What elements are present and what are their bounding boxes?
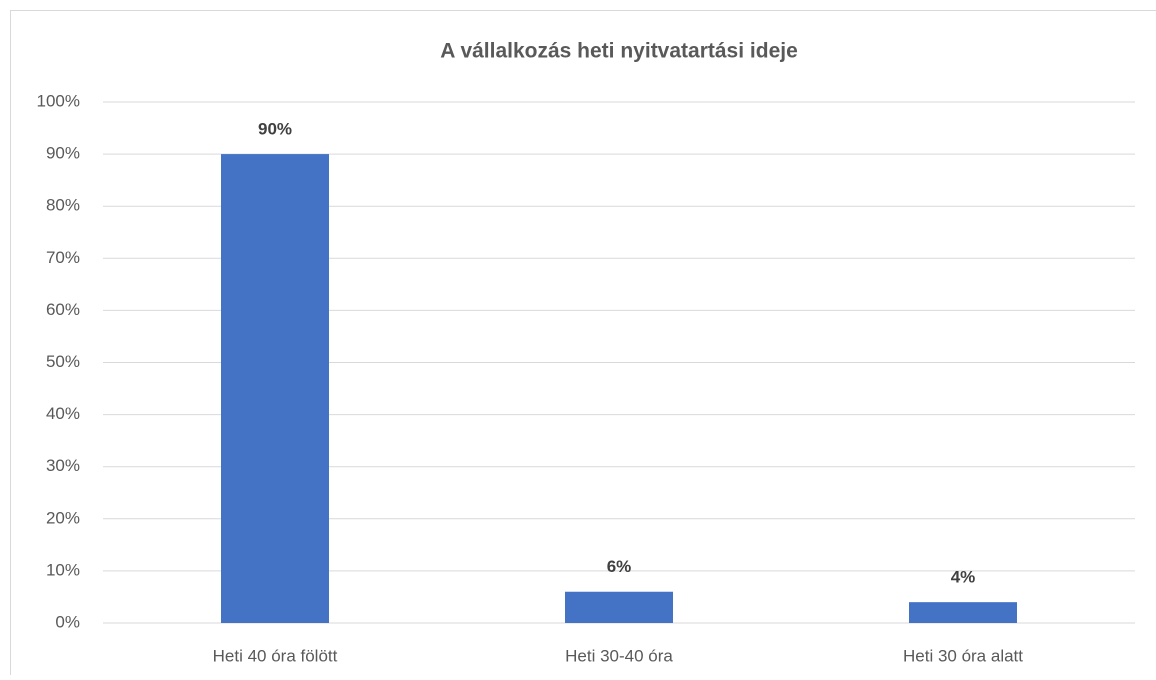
chart-title: A vállalkozás heti nyitvatartási ideje — [440, 40, 798, 63]
y-tick-label: 10% — [46, 560, 80, 579]
data-label: 4% — [951, 568, 976, 587]
bar — [565, 592, 673, 623]
y-tick-label: 90% — [46, 144, 80, 163]
y-tick-label: 20% — [46, 508, 80, 527]
y-tick-label: 0% — [55, 612, 80, 631]
y-tick-label: 80% — [46, 196, 80, 215]
y-tick-label: 30% — [46, 456, 80, 475]
chart-border — [11, 11, 1156, 676]
x-tick-label: Heti 30 óra alatt — [903, 646, 1023, 665]
y-tick-label: 60% — [46, 300, 80, 319]
y-tick-label: 40% — [46, 404, 80, 423]
bar — [909, 602, 1017, 623]
x-tick-label: Heti 40 óra fölött — [213, 646, 338, 665]
data-label: 90% — [258, 120, 292, 139]
data-label: 6% — [607, 557, 632, 576]
y-tick-label: 100% — [37, 91, 80, 110]
y-tick-label: 70% — [46, 248, 80, 267]
bar — [221, 154, 329, 623]
y-tick-label: 50% — [46, 352, 80, 371]
x-tick-label: Heti 30-40 óra — [565, 646, 673, 665]
